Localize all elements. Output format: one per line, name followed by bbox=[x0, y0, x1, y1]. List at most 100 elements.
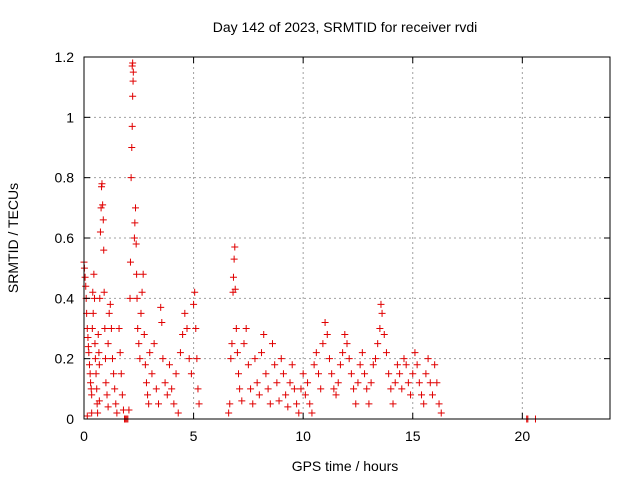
data-point-0-134 bbox=[242, 325, 250, 332]
data-point-0-26 bbox=[94, 331, 102, 339]
data-point-0-9 bbox=[85, 349, 93, 357]
data-point-0-198 bbox=[380, 331, 388, 339]
data-point-0-39 bbox=[101, 355, 109, 363]
data-point-0-108 bbox=[179, 331, 187, 339]
data-point-0-215 bbox=[418, 391, 426, 399]
data-point-0-66 bbox=[126, 258, 134, 266]
data-point-0-38 bbox=[101, 325, 109, 332]
data-point-0-100 bbox=[161, 379, 169, 387]
data-point-0-107 bbox=[176, 349, 184, 357]
x-tick-label-3: 15 bbox=[405, 428, 421, 444]
data-point-0-87 bbox=[140, 331, 148, 339]
data-point-0-36 bbox=[100, 246, 108, 254]
data-point-0-2 bbox=[81, 273, 89, 281]
data-point-0-37 bbox=[100, 288, 108, 296]
data-point-0-16 bbox=[89, 288, 97, 296]
data-point-0-149 bbox=[275, 397, 283, 405]
data-point-0-78 bbox=[132, 240, 140, 248]
data-point-0-120 bbox=[226, 400, 234, 408]
data-point-0-57 bbox=[117, 370, 125, 378]
chart-title: Day 142 of 2023, SRMTID for receiver rvd… bbox=[213, 19, 478, 35]
data-point-0-91 bbox=[145, 400, 153, 408]
data-point-0-77 bbox=[132, 204, 140, 212]
data-point-0-76 bbox=[131, 219, 139, 227]
data-point-0-47 bbox=[110, 370, 118, 378]
data-point-0-43 bbox=[105, 309, 113, 317]
data-point-0-58 bbox=[118, 391, 126, 399]
data-point-0-109 bbox=[181, 309, 189, 317]
data-point-0-113 bbox=[190, 300, 198, 308]
data-point-0-206 bbox=[398, 385, 406, 393]
data-point-0-139 bbox=[253, 379, 261, 387]
data-point-0-104 bbox=[170, 400, 178, 408]
y-axis-label: SRMTID / TECUs bbox=[5, 183, 21, 293]
data-point-0-220 bbox=[428, 391, 436, 399]
data-point-0-152 bbox=[282, 391, 290, 399]
data-point-0-212 bbox=[411, 349, 419, 357]
data-point-0-92 bbox=[146, 349, 154, 357]
data-point-0-189 bbox=[363, 385, 371, 393]
x-tick-label-0: 0 bbox=[80, 428, 88, 444]
data-point-0-117 bbox=[194, 385, 202, 393]
plot-frame bbox=[83, 56, 611, 420]
data-point-0-84 bbox=[137, 309, 145, 317]
data-point-0-213 bbox=[413, 361, 421, 369]
data-point-0-70 bbox=[129, 92, 137, 100]
data-point-0-194 bbox=[374, 340, 382, 348]
data-point-0-187 bbox=[358, 349, 366, 357]
data-point-0-218 bbox=[424, 355, 432, 363]
data-point-0-171 bbox=[323, 331, 331, 339]
data-point-0-214 bbox=[415, 379, 423, 387]
data-point-0-71 bbox=[129, 77, 137, 85]
data-point-0-116 bbox=[193, 355, 201, 363]
data-point-0-148 bbox=[273, 379, 281, 387]
data-point-0-110 bbox=[183, 325, 191, 332]
grid-layer bbox=[84, 56, 610, 419]
data-point-0-137 bbox=[249, 400, 257, 408]
data-point-0-208 bbox=[402, 361, 410, 369]
data-point-0-15 bbox=[88, 325, 96, 332]
data-point-0-65 bbox=[126, 294, 134, 302]
data-point-0-89 bbox=[142, 379, 150, 387]
data-point-0-175 bbox=[332, 391, 340, 399]
data-point-0-112 bbox=[187, 370, 195, 378]
data-point-0-202 bbox=[389, 400, 397, 408]
data-point-0-160 bbox=[299, 370, 307, 378]
data-point-0-40 bbox=[102, 379, 110, 387]
data-point-0-205 bbox=[396, 370, 404, 378]
data-point-0-21 bbox=[91, 355, 99, 363]
data-point-0-186 bbox=[356, 361, 364, 369]
data-point-0-25 bbox=[94, 409, 102, 417]
x-tick-label-4: 20 bbox=[515, 428, 531, 444]
data-point-0-129 bbox=[233, 349, 241, 357]
data-point-0-29 bbox=[96, 294, 104, 302]
data-point-0-103 bbox=[168, 385, 176, 393]
data-point-0-31 bbox=[97, 204, 105, 212]
data-point-0-74 bbox=[129, 68, 137, 76]
data-point-0-3 bbox=[82, 282, 90, 290]
data-point-0-155 bbox=[288, 361, 296, 369]
data-point-0-164 bbox=[308, 409, 316, 417]
data-point-0-138 bbox=[251, 355, 259, 363]
data-point-0-34 bbox=[99, 201, 107, 209]
tick-layer: 0 5 10 15 20 0 0.2 0.4 0.6 0.8 1 1.2 bbox=[55, 49, 610, 444]
data-point-0-196 bbox=[377, 300, 385, 308]
data-point-0-197 bbox=[378, 309, 386, 317]
x-tick-label-1: 5 bbox=[190, 428, 198, 444]
data-point-0-222 bbox=[433, 379, 441, 387]
data-point-0-98 bbox=[158, 318, 166, 326]
x-tick-label-2: 10 bbox=[295, 428, 311, 444]
data-point-0-35 bbox=[99, 216, 107, 224]
data-point-0-94 bbox=[150, 340, 158, 348]
data-point-0-127 bbox=[231, 285, 239, 293]
x-axis-label: GPS time / hours bbox=[292, 458, 399, 474]
data-point-0-83 bbox=[136, 355, 144, 363]
data-point-0-82 bbox=[135, 340, 143, 348]
data-point-0-99 bbox=[159, 355, 167, 363]
data-point-0-142 bbox=[260, 331, 268, 339]
frame-layer bbox=[83, 56, 611, 420]
data-point-0-140 bbox=[255, 391, 263, 399]
data-point-0-150 bbox=[277, 355, 285, 363]
data-point-0-223 bbox=[435, 400, 443, 408]
